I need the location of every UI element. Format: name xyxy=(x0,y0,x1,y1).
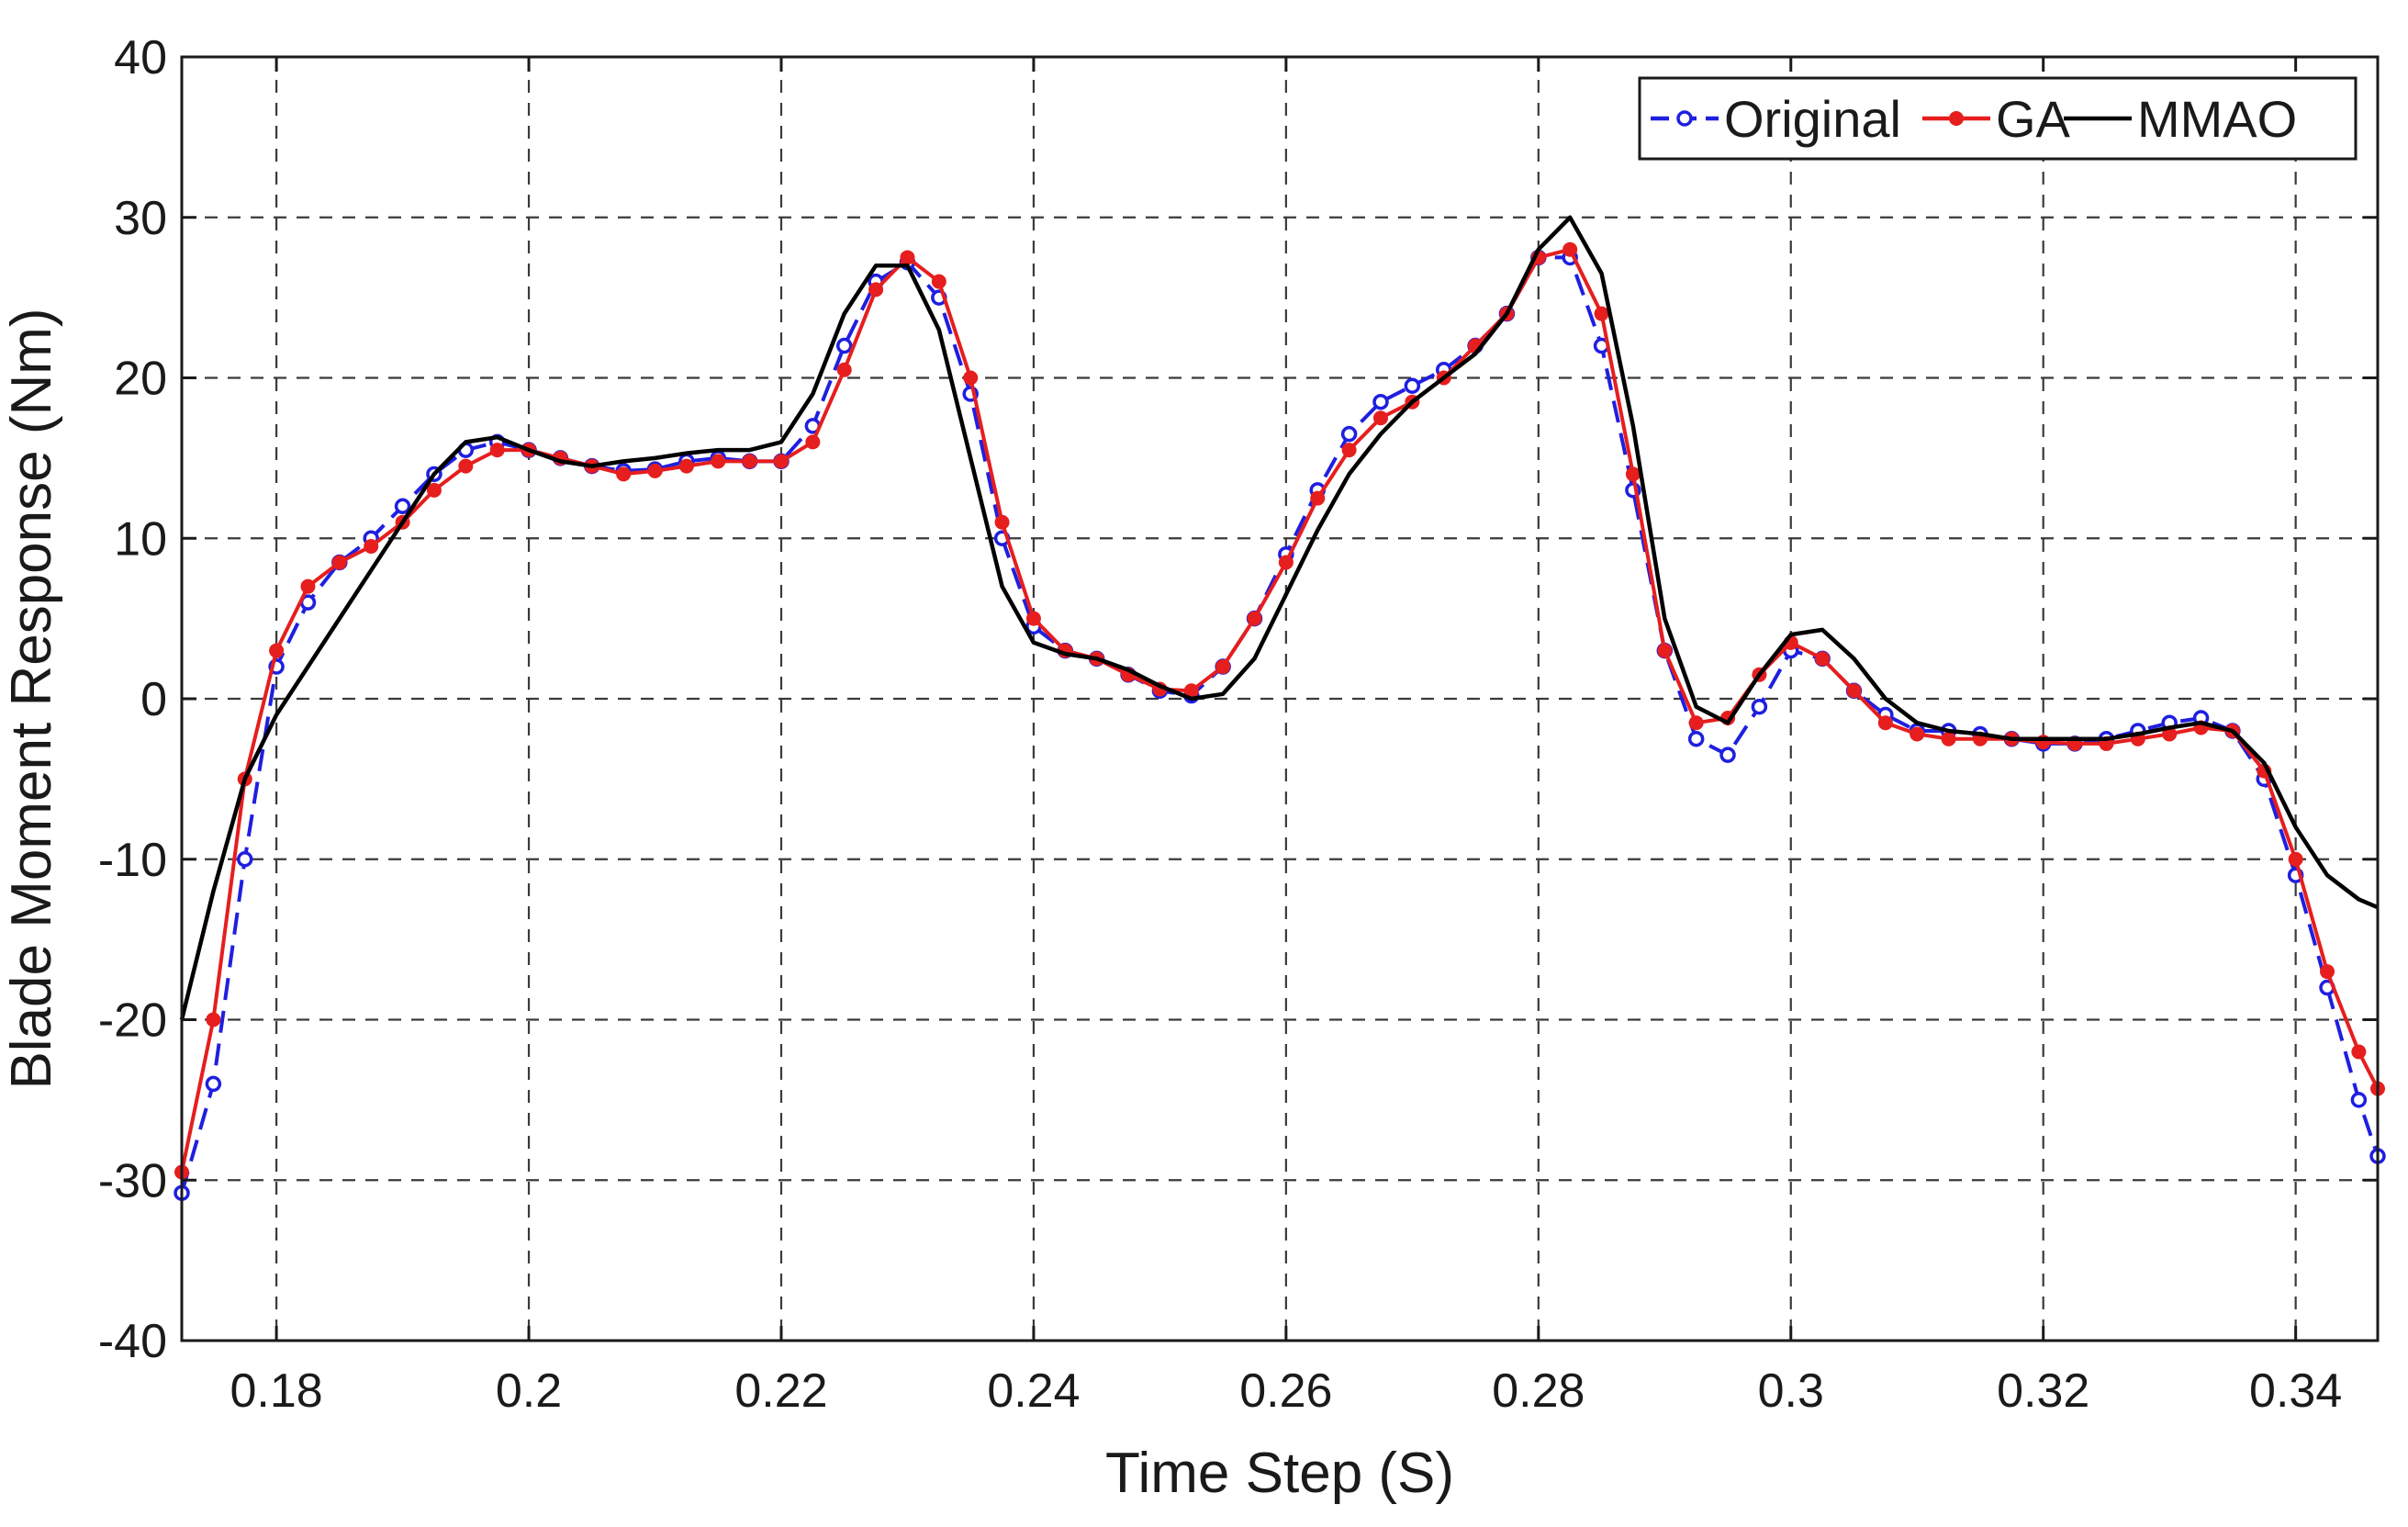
data-point-ga xyxy=(836,362,852,377)
x-tick-label: 0.18 xyxy=(230,1364,322,1418)
data-point-ga xyxy=(1562,241,1578,257)
y-axis-label: Blade Moment Response (Nm) xyxy=(0,308,63,1089)
x-tick-label: 0.2 xyxy=(496,1364,562,1418)
data-point-ga xyxy=(1625,466,1641,482)
legend-item-mmao: MMAO xyxy=(2064,90,2297,148)
series-line-mmao xyxy=(179,215,2379,1021)
y-tick-label: -30 xyxy=(98,1154,167,1207)
data-point-ga xyxy=(616,466,632,482)
data-point-ga xyxy=(1910,726,1925,742)
data-point-original xyxy=(394,498,411,515)
data-point-ga xyxy=(1341,443,1357,458)
data-point-original xyxy=(1719,747,1736,763)
data-point-original xyxy=(205,1075,222,1093)
data-point-original xyxy=(1340,425,1358,443)
data-point-ga xyxy=(1657,643,1673,658)
data-point-original xyxy=(1687,730,1705,747)
data-point-ga xyxy=(364,538,379,554)
data-point-ga xyxy=(206,1012,221,1027)
x-tick-label: 0.28 xyxy=(1492,1364,1585,1418)
data-point-ga xyxy=(2288,851,2303,867)
y-tick-label: 30 xyxy=(114,192,167,245)
data-point-ga xyxy=(2320,964,2335,980)
y-tick-label: 40 xyxy=(114,31,167,84)
x-tick-label: 0.3 xyxy=(1758,1364,1824,1418)
legend-item-original: Original xyxy=(1651,90,1901,148)
data-point-ga xyxy=(1846,683,1862,699)
legend-box xyxy=(1638,76,2358,161)
data-point-ga xyxy=(1877,715,1893,731)
data-point-original xyxy=(1372,393,1389,410)
x-tick-label: 0.22 xyxy=(734,1364,827,1418)
data-point-ga xyxy=(805,434,821,450)
data-point-ga xyxy=(994,514,1010,530)
data-point-ga xyxy=(426,482,442,498)
data-point-ga xyxy=(1688,715,1704,731)
data-point-ga xyxy=(931,274,946,289)
data-point-ga xyxy=(773,454,789,469)
data-point-ga xyxy=(1310,490,1326,506)
data-point-ga xyxy=(300,578,316,594)
y-tick-label: 0 xyxy=(140,673,167,726)
data-point-ga xyxy=(678,458,694,474)
data-point-ga xyxy=(1941,731,1956,747)
legend-label-mmao: MMAO xyxy=(2137,90,2297,148)
legend-label-original: Original xyxy=(1724,90,1901,148)
data-point-ga xyxy=(489,443,505,458)
data-point-original xyxy=(236,851,253,868)
data-point-ga xyxy=(711,454,726,469)
data-point-ga xyxy=(900,250,915,265)
series-layer xyxy=(174,215,2386,1201)
data-point-ga xyxy=(1815,651,1831,667)
legend-marker-original xyxy=(1676,110,1693,127)
data-point-ga xyxy=(1278,555,1294,570)
legend-label-ga: GA xyxy=(1996,90,2071,148)
data-point-ga xyxy=(1025,611,1041,626)
data-point-ga xyxy=(647,463,663,478)
data-point-ga xyxy=(1215,659,1231,675)
data-point-ga xyxy=(2351,1044,2367,1060)
x-tick-label: 0.26 xyxy=(1239,1364,1332,1418)
y-tick-label: -10 xyxy=(98,834,167,887)
data-point-ga xyxy=(458,458,474,474)
legend-marker-ga xyxy=(1949,111,1964,126)
y-tick-label: -20 xyxy=(98,994,167,1048)
data-point-original xyxy=(2350,1092,2368,1108)
data-point-original xyxy=(835,337,853,354)
data-point-original xyxy=(1751,698,1768,715)
data-point-ga xyxy=(742,454,757,469)
data-point-ga xyxy=(868,282,884,298)
y-tick-label: 10 xyxy=(114,512,167,566)
y-tick-label: -40 xyxy=(98,1315,167,1368)
data-point-ga xyxy=(269,643,285,658)
legend: Original GA MMAO xyxy=(1638,76,2358,161)
x-tick-label: 0.32 xyxy=(1997,1364,2089,1418)
data-point-ga xyxy=(963,370,979,386)
grid xyxy=(182,57,2378,1341)
legend-item-ga: GA xyxy=(1922,90,2071,148)
y-tick-label: 20 xyxy=(114,353,167,406)
data-point-ga xyxy=(1247,611,1262,626)
x-tick-label: 0.34 xyxy=(2249,1364,2342,1418)
ticks: 0.18 0.2 0.22 0.24 0.26 0.28 0.3 0.32 0.34 -40 -30… xyxy=(98,31,2378,1418)
x-axis-label: Time Step (S) xyxy=(1105,1442,1454,1505)
x-tick-label: 0.24 xyxy=(987,1364,1080,1418)
data-point-ga xyxy=(1594,306,1609,321)
data-point-original xyxy=(1404,377,1421,394)
data-point-ga xyxy=(1372,410,1388,426)
data-point-ga xyxy=(331,555,347,570)
series-mmao xyxy=(179,215,2379,1021)
